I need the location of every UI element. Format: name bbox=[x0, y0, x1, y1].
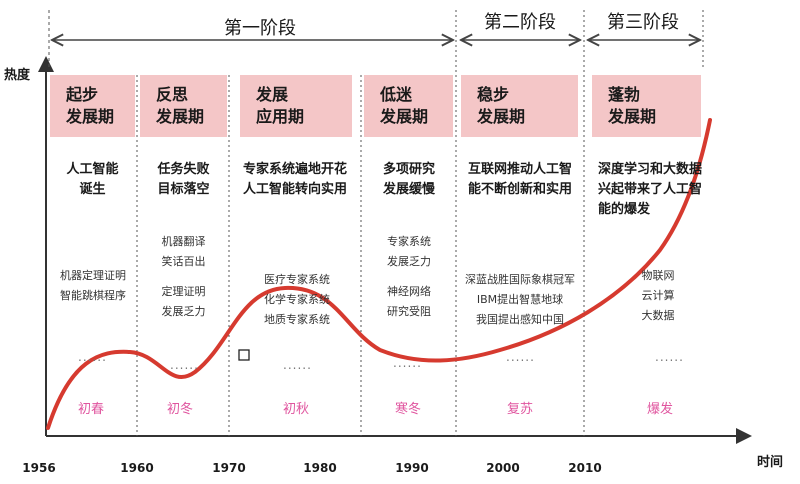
season-label-2: 初冬 bbox=[166, 402, 193, 417]
period-title: 发展期 bbox=[380, 107, 429, 126]
ellipsis: ...... bbox=[655, 350, 684, 364]
note-line: IBM提出智慧地球 bbox=[476, 293, 564, 306]
stage-label-2: 第二阶段 bbox=[484, 12, 556, 33]
period-title: 起步 bbox=[66, 85, 99, 104]
note-line: 化学专家系统 bbox=[264, 293, 330, 306]
note-spacer bbox=[364, 272, 454, 282]
square-marker bbox=[238, 349, 250, 361]
note-line: 物联网 bbox=[641, 269, 675, 282]
note-spacer bbox=[140, 272, 227, 282]
period-box-5: 稳步 发展期 bbox=[461, 75, 578, 137]
note-line: 地质专家系统 bbox=[264, 313, 330, 326]
period-notes-3: 医疗专家系统 化学专家系统 地质专家系统 bbox=[252, 270, 342, 330]
note-line: 专家系统 bbox=[387, 235, 431, 248]
period-title: 蓬勃 bbox=[608, 85, 641, 104]
period-box-4: 低迷 发展期 bbox=[364, 75, 453, 137]
year-label: 2000 bbox=[486, 461, 520, 475]
period-box-2: 反思 发展期 bbox=[140, 75, 227, 137]
period-title: 应用期 bbox=[256, 107, 305, 126]
note-line: 发展乏力 bbox=[161, 305, 206, 318]
period-title: 发展 bbox=[256, 85, 289, 104]
season-label-6: 爆发 bbox=[646, 402, 673, 417]
season-label-5: 复苏 bbox=[506, 402, 533, 417]
ellipsis: ...... bbox=[78, 350, 107, 364]
period-notes-2: 机器翻译 笑话百出 定理证明 发展乏力 bbox=[140, 232, 227, 322]
headline-line: 兴起带来了人工智 bbox=[598, 182, 703, 197]
note-line: 机器定理证明 bbox=[60, 269, 126, 282]
note-line: 神经网络 bbox=[387, 285, 431, 298]
note-line: 深蓝战胜国际象棋冠军 bbox=[465, 273, 575, 286]
note-line: 大数据 bbox=[641, 309, 675, 322]
season-label-3: 初秋 bbox=[282, 402, 309, 417]
headline-line: 目标落空 bbox=[157, 182, 210, 197]
period-title: 发展期 bbox=[156, 107, 205, 126]
year-label: 1980 bbox=[303, 461, 337, 475]
season-label-1: 初春 bbox=[77, 402, 104, 417]
period-headline-2: 任务失败 目标落空 bbox=[140, 160, 227, 200]
year-label: 1960 bbox=[120, 461, 154, 475]
period-notes-1: 机器定理证明 智能跳棋程序 bbox=[48, 266, 138, 306]
period-notes-5: 深蓝战胜国际象棋冠军 IBM提出智慧地球 我国提出感知中国 bbox=[457, 270, 583, 330]
period-headline-6: 深度学习和大数据 兴起带来了人工智 能的爆发 bbox=[598, 160, 728, 220]
year-label: 1990 bbox=[395, 461, 429, 475]
year-label: 1956 bbox=[22, 461, 56, 475]
period-title: 低迷 bbox=[380, 85, 413, 104]
period-box-1: 起步 发展期 bbox=[50, 75, 135, 137]
period-notes-4: 专家系统 发展乏力 神经网络 研究受阻 bbox=[364, 232, 454, 322]
period-title: 稳步 bbox=[477, 85, 510, 104]
period-title: 发展期 bbox=[477, 107, 526, 126]
ellipsis: ...... bbox=[283, 358, 312, 372]
headline-line: 互联网推动人工智 bbox=[467, 162, 572, 177]
headline-line: 能不断创新和实用 bbox=[467, 182, 572, 197]
period-headline-5: 互联网推动人工智 能不断创新和实用 bbox=[457, 160, 583, 200]
stage-label-3: 第三阶段 bbox=[607, 12, 679, 33]
headline-line: 能的爆发 bbox=[598, 202, 651, 217]
year-label: 1970 bbox=[212, 461, 246, 475]
note-line: 机器翻译 bbox=[161, 235, 206, 248]
headline-line: 任务失败 bbox=[157, 162, 210, 177]
ellipsis: ...... bbox=[170, 358, 199, 372]
period-box-3: 发展 应用期 bbox=[240, 75, 352, 137]
note-line: 医疗专家系统 bbox=[264, 273, 330, 286]
period-notes-6: 物联网 云计算 大数据 bbox=[628, 266, 688, 326]
headline-line: 多项研究 bbox=[382, 162, 435, 177]
period-headline-3: 专家系统遍地开花 人工智能转向实用 bbox=[231, 160, 359, 200]
period-title: 发展期 bbox=[608, 107, 657, 126]
note-line: 云计算 bbox=[641, 289, 675, 302]
note-line: 笑话百出 bbox=[161, 255, 206, 268]
heat-curve bbox=[46, 118, 712, 430]
note-line: 发展乏力 bbox=[387, 255, 431, 268]
note-line: 研究受阻 bbox=[387, 305, 431, 318]
x-axis-title: 时间 bbox=[757, 455, 784, 470]
note-line: 我国提出感知中国 bbox=[476, 313, 564, 326]
headline-line: 诞生 bbox=[79, 182, 106, 197]
y-axis-title: 热度 bbox=[4, 68, 31, 83]
period-headline-4: 多项研究 发展缓慢 bbox=[364, 160, 454, 200]
ellipsis: ...... bbox=[506, 350, 535, 364]
season-label-4: 寒冬 bbox=[394, 402, 421, 417]
period-title: 反思 bbox=[156, 85, 189, 104]
ellipsis: ...... bbox=[393, 356, 422, 370]
headline-line: 人工智能转向实用 bbox=[242, 182, 347, 197]
note-line: 定理证明 bbox=[161, 285, 206, 298]
year-label: 2010 bbox=[568, 461, 602, 475]
note-line: 智能跳棋程序 bbox=[60, 289, 126, 302]
headline-line: 人工智能 bbox=[66, 162, 119, 177]
headline-line: 专家系统遍地开花 bbox=[242, 162, 347, 177]
headline-line: 深度学习和大数据 bbox=[598, 162, 703, 177]
headline-line: 发展缓慢 bbox=[382, 182, 435, 197]
stage-label-1: 第一阶段 bbox=[224, 18, 296, 39]
period-headline-1: 人工智能 诞生 bbox=[50, 160, 135, 200]
period-title: 发展期 bbox=[66, 107, 115, 126]
period-box-6: 蓬勃 发展期 bbox=[592, 75, 701, 137]
